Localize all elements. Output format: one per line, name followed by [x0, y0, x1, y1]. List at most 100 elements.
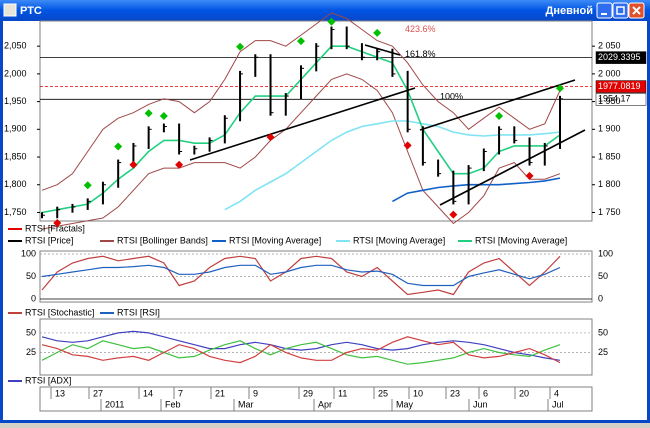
level-label: 1954.17: [598, 94, 631, 104]
legend-label: RTSI [Bollinger Bands]: [117, 235, 208, 245]
y-tick-label: 2,000: [4, 68, 27, 78]
month-label: Apr: [318, 399, 332, 409]
day-label: 6: [483, 388, 488, 398]
day-label: 20: [519, 388, 529, 398]
level-label: 1977.0819: [598, 81, 641, 91]
fractal-up: [236, 42, 245, 51]
level-label-box: [595, 93, 647, 106]
fractal-down: [449, 210, 458, 219]
y2-tick-label: 1 950: [598, 96, 621, 106]
day-label: 9: [253, 388, 258, 398]
y-tick-label: 100: [21, 248, 36, 258]
day-label: 4: [554, 388, 559, 398]
fractal-down: [175, 160, 184, 169]
month-label: Feb: [165, 399, 181, 409]
legend-label: RTSI [Price]: [25, 235, 73, 245]
fractal-down: [129, 160, 138, 169]
moving-average: [392, 177, 561, 203]
app-icon: [3, 3, 17, 17]
legend-label: RTSI [Moving Average]: [475, 235, 567, 245]
fractal-down: [53, 219, 62, 227]
month-label: Jun: [473, 399, 488, 409]
legend-label: RTSI [Moving Average]: [353, 235, 445, 245]
fractal-up: [556, 84, 564, 93]
y-tick-label: 50: [26, 327, 36, 337]
level-label-box: [595, 51, 647, 64]
day-label: 14: [143, 388, 153, 398]
panel-frame: [39, 318, 593, 376]
annotation: 100%: [440, 92, 463, 102]
level-label: 2029.3395: [598, 52, 641, 62]
indicator-line: [41, 340, 561, 365]
indicator-line: [41, 255, 561, 296]
fractal-up: [114, 142, 123, 151]
y-tick-label: 0: [31, 293, 36, 303]
y2-tick-label: 1 800: [598, 179, 621, 189]
annotation: 423.6%: [405, 24, 436, 34]
fractal-down: [266, 133, 275, 142]
y2-tick-label: 1 850: [598, 151, 621, 161]
month-label: May: [396, 399, 414, 409]
indicator-line: [41, 330, 561, 361]
fractal-up: [144, 109, 153, 118]
trend-line: [419, 79, 576, 131]
title-bar: [0, 0, 650, 21]
month-label: 2011: [105, 399, 124, 409]
fractal-up: [83, 181, 92, 190]
annotation: 161.8%: [405, 49, 436, 59]
panel-frame: [39, 20, 593, 222]
timeframe: Дневной: [546, 5, 594, 17]
y2-tick-label: 50: [598, 327, 608, 337]
indicator-line: [41, 336, 561, 364]
bollinger-upper: [41, 12, 561, 191]
window-title: РТС: [20, 5, 42, 17]
time-axis: [39, 386, 593, 412]
y2-tick-label: 25: [598, 347, 608, 357]
maximize-button[interactable]: [612, 2, 629, 19]
y2-tick-label: 1 900: [598, 124, 621, 134]
indicator-line: [41, 264, 561, 287]
fractal-down: [403, 141, 412, 150]
day-label: 13: [55, 388, 65, 398]
y2-tick-label: 1 750: [598, 207, 621, 217]
y-tick-label: 1,800: [4, 179, 27, 189]
day-label: 27: [93, 388, 103, 398]
legend-label: RTSI [Moving Average]: [229, 235, 321, 245]
fractal-up: [495, 112, 504, 120]
fractal-down: [525, 171, 534, 180]
y-tick-label: 1,850: [4, 151, 27, 161]
y2-tick-label: 2 000: [598, 68, 621, 78]
y-tick-label: 1,750: [4, 207, 27, 217]
bollinger-lower: [41, 73, 561, 230]
close-button[interactable]: [628, 2, 645, 19]
legend-label: RTSI [Stochastic]: [25, 307, 94, 317]
fractal-up: [327, 17, 336, 26]
level-label-box: [595, 80, 647, 93]
legend-label: RTSI [Fractals]: [25, 223, 85, 233]
y2-tick-label: 0: [598, 293, 603, 303]
day-label: 11: [338, 388, 347, 398]
day-label: 23: [450, 388, 460, 398]
day-label: 25: [378, 388, 388, 398]
minimize-button[interactable]: [596, 2, 613, 19]
y2-tick-label: 2 050: [598, 41, 621, 51]
day-label: 29: [303, 388, 313, 398]
y2-tick-label: 100: [598, 248, 613, 258]
y-tick-label: 25: [26, 347, 36, 357]
fractal-up: [297, 37, 305, 46]
fractal-up: [373, 28, 382, 37]
day-label: 21: [215, 388, 225, 398]
y2-tick-label: 50: [598, 271, 608, 281]
month-label: Mar: [238, 399, 254, 409]
legend-label: RTSI [ADX]: [25, 375, 71, 385]
y-tick-label: 1,950: [4, 96, 27, 106]
month-label: Jul: [552, 399, 564, 409]
plots: 2029.33951977.08191954.17423.6%161.8%100…: [4, 12, 647, 412]
moving-average: [224, 120, 561, 211]
trend-line: [364, 44, 401, 56]
y-tick-label: 2,050: [4, 41, 27, 51]
day-label: 10: [413, 388, 423, 398]
trend-line: [189, 87, 416, 161]
